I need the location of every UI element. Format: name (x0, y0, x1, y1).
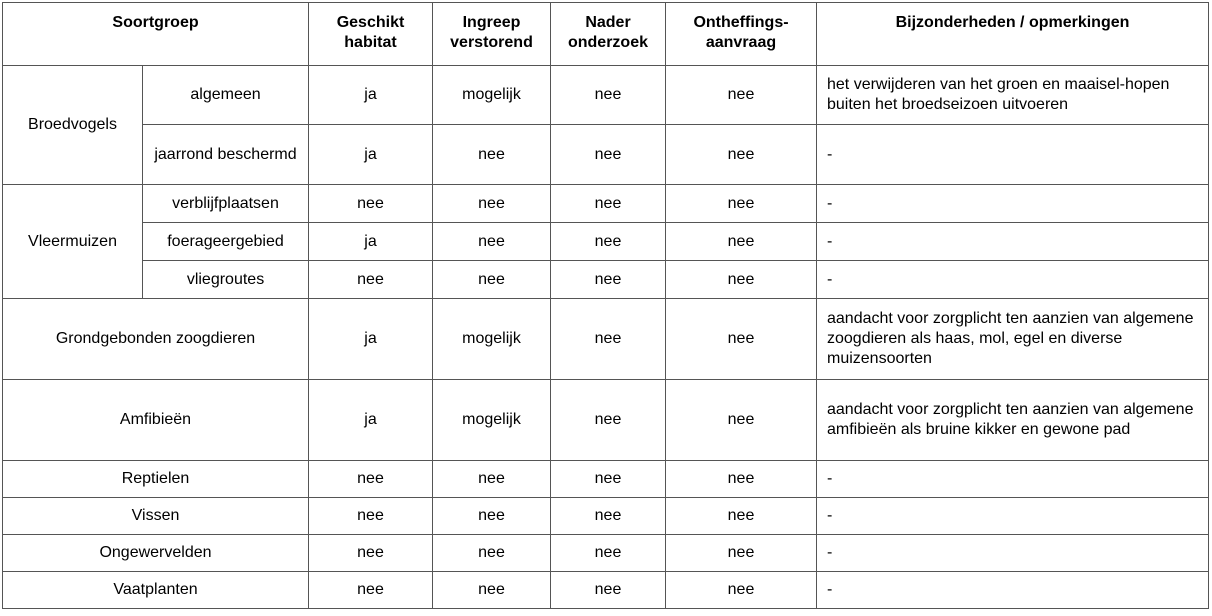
habitat-cell: nee (308, 184, 433, 223)
header-text: Soortgroep (112, 14, 199, 31)
ingreep-cell: mogelijk (432, 379, 551, 461)
table-row: foerageergebied ja nee nee nee - (3, 222, 1209, 261)
ontheffing-cell: nee (665, 497, 817, 535)
ontheffing-cell: nee (665, 65, 817, 125)
onderzoek-cell: nee (550, 571, 666, 609)
header-ingreep-verstorend: Ingreep verstorend (432, 2, 551, 66)
header-opmerkingen: Bijzonderheden / opmerkingen (816, 2, 1209, 66)
ingreep-cell: nee (432, 571, 551, 609)
table-header: Soortgroep Geschikt habitat Ingreep versto… (2, 2, 1209, 66)
ontheffing-cell: nee (665, 260, 817, 299)
habitat-cell: nee (308, 534, 433, 572)
ontheffing-cell: nee (665, 222, 817, 261)
habitat-cell: ja (308, 222, 433, 261)
header-text: habitat (344, 34, 397, 51)
header-row: Soortgroep Geschikt habitat Ingreep versto… (2, 2, 1209, 66)
opmerking-cell: aandacht voor zorgplicht ten aanzien van… (816, 298, 1209, 380)
header-text: Ingreep (462, 14, 521, 31)
header-text: Bijzonderheden / opmerkingen (895, 14, 1130, 31)
opmerking-cell: - (816, 497, 1209, 535)
opmerking-cell: - (816, 222, 1209, 261)
opmerking-cell: - (816, 184, 1209, 223)
ontheffing-cell: nee (665, 298, 817, 380)
species-group-cell: Broedvogels (2, 65, 143, 185)
habitat-cell: ja (308, 298, 433, 380)
subgroup-cell: vliegroutes (142, 260, 309, 299)
header-text: Nader (585, 14, 631, 31)
header-nader-onderzoek: Nader onderzoek (550, 2, 666, 66)
ingreep-cell: mogelijk (432, 65, 551, 125)
ingreep-cell: nee (432, 260, 551, 299)
onderzoek-cell: nee (550, 298, 666, 380)
onderzoek-cell: nee (550, 460, 666, 498)
habitat-cell: nee (308, 260, 433, 299)
opmerking-cell: aandacht voor zorgplicht ten aanzien van… (816, 379, 1209, 461)
species-group-cell: Vissen (2, 497, 309, 535)
header-ontheffingsaanvraag: Ontheffings-aanvraag (665, 2, 817, 66)
ingreep-cell: nee (432, 124, 551, 185)
onderzoek-cell: nee (550, 260, 666, 299)
opmerking-cell: - (816, 124, 1209, 185)
ontheffing-cell: nee (665, 534, 817, 572)
table-body: Broedvogels algemeen ja mogelijk nee nee het v… (2, 65, 1209, 609)
opmerking-cell: - (816, 534, 1209, 572)
habitat-cell: nee (308, 497, 433, 535)
header-text: verstorend (450, 34, 533, 51)
ontheffing-cell: nee (665, 184, 817, 223)
onderzoek-cell: nee (550, 184, 666, 223)
header-text: Ontheffings- (693, 14, 789, 31)
ontheffing-cell: nee (665, 124, 817, 185)
ingreep-cell: nee (432, 222, 551, 261)
species-group-cell: Grondgebonden zoogdieren (2, 298, 309, 380)
subgroup-cell: jaarrond beschermd (142, 124, 309, 185)
onderzoek-cell: nee (550, 124, 666, 185)
subgroup-cell: algemeen (142, 65, 309, 125)
header-text: aanvraag (705, 34, 777, 51)
ontheffing-cell: nee (665, 460, 817, 498)
ingreep-cell: nee (432, 497, 551, 535)
onderzoek-cell: nee (550, 534, 666, 572)
subgroup-cell: verblijfplaatsen (142, 184, 309, 223)
opmerking-cell: - (816, 260, 1209, 299)
habitat-cell: ja (308, 379, 433, 461)
header-geschikt-habitat: Geschikt habitat (308, 2, 433, 66)
table-row: Broedvogels algemeen ja mogelijk nee nee het v… (2, 65, 1209, 185)
opmerking-cell: - (816, 460, 1209, 498)
onderzoek-cell: nee (550, 222, 666, 261)
habitat-cell: nee (308, 571, 433, 609)
table-row: Ongewervelden nee nee nee nee - (2, 534, 1209, 572)
species-group-cell: Ongewervelden (2, 534, 309, 572)
species-group-cell: Reptielen (2, 460, 309, 498)
table-row: Amfibieën ja mogelijk nee nee aandacht voor z… (2, 379, 1209, 461)
onderzoek-cell: nee (550, 379, 666, 461)
table-row: vliegroutes nee nee nee nee - (3, 260, 1209, 299)
species-group-cell: Vleermuizen (2, 184, 143, 299)
table-row: Grondgebonden zoogdieren ja mogelijk nee nee… (2, 298, 1209, 380)
ontheffing-cell: nee (665, 571, 817, 609)
species-group-cell: Vaatplanten (2, 571, 309, 609)
habitat-cell: ja (308, 65, 433, 125)
opmerking-cell: - (816, 571, 1209, 609)
ingreep-cell: nee (432, 184, 551, 223)
habitat-cell: ja (308, 124, 433, 185)
ingreep-cell: mogelijk (432, 298, 551, 380)
header-soortgroep: Soortgroep (2, 2, 309, 66)
header-text: Geschikt (336, 14, 405, 31)
subgroup-cell: foerageergebied (142, 222, 309, 261)
table-row: Vissen nee nee nee nee - (2, 497, 1209, 535)
header-text: onderzoek (567, 34, 648, 51)
table-row: Vaatplanten nee nee nee nee - (2, 571, 1209, 609)
opmerking-cell: het verwijderen van het groen en maaisel… (816, 65, 1209, 125)
species-group-cell: Amfibieën (2, 379, 309, 461)
table-row: jaarrond beschermd ja nee nee nee - (3, 124, 1209, 185)
ingreep-cell: nee (432, 534, 551, 572)
onderzoek-cell: nee (550, 65, 666, 125)
table-row: Vleermuizen verblijfplaatsen nee nee nee nee - (2, 184, 1209, 299)
ingreep-cell: nee (432, 460, 551, 498)
habitat-cell: nee (308, 460, 433, 498)
onderzoek-cell: nee (550, 497, 666, 535)
ontheffing-cell: nee (665, 379, 817, 461)
table-row: Reptielen nee nee nee nee - (2, 460, 1209, 498)
